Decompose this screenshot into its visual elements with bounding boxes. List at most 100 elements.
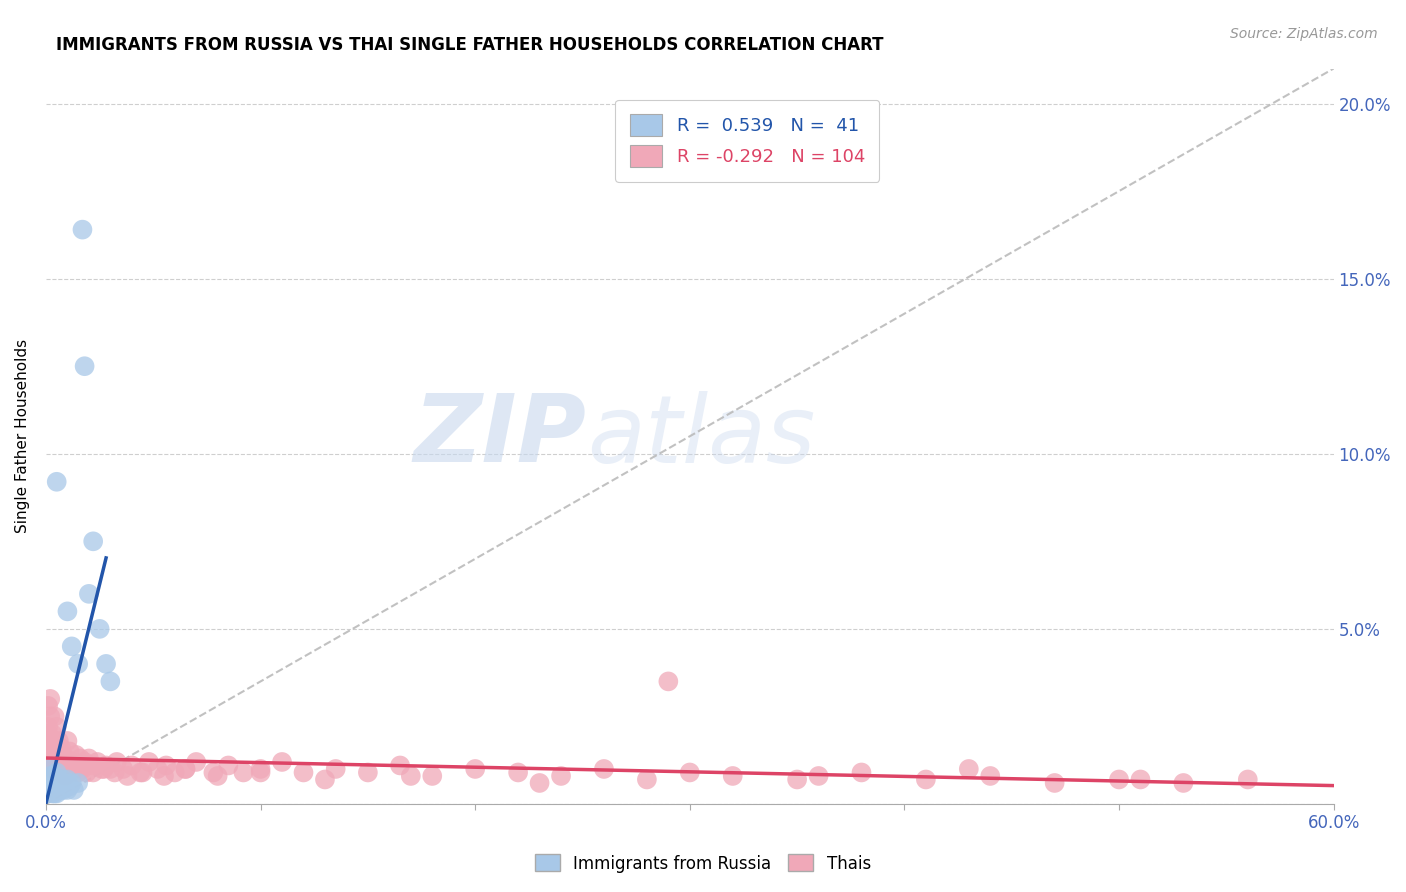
Point — [37, 727, 59, 741]
Point — [58, 780, 80, 794]
Point — [979, 769, 1001, 783]
Point — [44, 787, 66, 801]
Point — [73, 359, 96, 374]
Point — [37, 772, 59, 787]
Point — [73, 755, 96, 769]
Point — [39, 744, 62, 758]
Point — [174, 762, 197, 776]
Legend: R =  0.539   N =  41, R = -0.292   N = 104: R = 0.539 N = 41, R = -0.292 N = 104 — [616, 100, 879, 182]
Point — [37, 780, 59, 794]
Point — [41, 747, 63, 762]
Point — [67, 657, 90, 671]
Point — [105, 755, 128, 769]
Point — [82, 765, 104, 780]
Point — [112, 762, 135, 776]
Point — [56, 783, 79, 797]
Point — [60, 776, 83, 790]
Point — [146, 762, 169, 776]
Point — [207, 769, 229, 783]
Point — [56, 772, 79, 787]
Point — [48, 751, 70, 765]
Y-axis label: Single Father Households: Single Father Households — [15, 339, 30, 533]
Point — [1043, 776, 1066, 790]
Point — [45, 765, 67, 780]
Point — [60, 640, 83, 654]
Point — [82, 534, 104, 549]
Point — [56, 734, 79, 748]
Point — [44, 783, 66, 797]
Point — [37, 787, 59, 801]
Point — [39, 769, 62, 783]
Point — [593, 762, 616, 776]
Point — [53, 751, 76, 765]
Point — [73, 758, 96, 772]
Point — [48, 762, 70, 776]
Point — [915, 772, 938, 787]
Point — [129, 765, 152, 780]
Point — [49, 783, 72, 797]
Point — [48, 783, 70, 797]
Point — [44, 734, 66, 748]
Point — [292, 765, 315, 780]
Point — [93, 762, 115, 776]
Point — [52, 772, 75, 787]
Point — [69, 751, 91, 765]
Text: Source: ZipAtlas.com: Source: ZipAtlas.com — [1230, 27, 1378, 41]
Point — [52, 762, 75, 776]
Point — [399, 769, 422, 783]
Point — [52, 747, 75, 762]
Point — [48, 734, 70, 748]
Point — [63, 762, 86, 776]
Point — [49, 776, 72, 790]
Point — [44, 769, 66, 783]
Point — [37, 698, 59, 713]
Point — [657, 674, 679, 689]
Point — [98, 762, 121, 776]
Point — [389, 758, 412, 772]
Point — [60, 762, 83, 776]
Point — [721, 769, 744, 783]
Point — [72, 762, 94, 776]
Point — [72, 222, 94, 236]
Point — [77, 587, 100, 601]
Point — [37, 734, 59, 748]
Point — [65, 747, 87, 762]
Point — [1108, 772, 1130, 787]
Point — [464, 762, 486, 776]
Point — [52, 783, 75, 797]
Point — [90, 762, 112, 776]
Point — [679, 765, 702, 780]
Point — [807, 769, 830, 783]
Point — [153, 769, 176, 783]
Point — [67, 765, 90, 780]
Point — [45, 744, 67, 758]
Point — [67, 758, 90, 772]
Point — [53, 780, 76, 794]
Point — [39, 783, 62, 797]
Point — [44, 776, 66, 790]
Point — [232, 765, 254, 780]
Point — [44, 755, 66, 769]
Point — [550, 769, 572, 783]
Point — [117, 769, 139, 783]
Point — [217, 758, 239, 772]
Point — [957, 762, 980, 776]
Point — [271, 755, 294, 769]
Point — [41, 762, 63, 776]
Point — [45, 762, 67, 776]
Point — [1173, 776, 1195, 790]
Point — [138, 755, 160, 769]
Text: atlas: atlas — [586, 391, 815, 482]
Point — [186, 755, 208, 769]
Point — [39, 741, 62, 756]
Point — [45, 787, 67, 801]
Point — [41, 787, 63, 801]
Point — [41, 780, 63, 794]
Point — [45, 475, 67, 489]
Point — [56, 604, 79, 618]
Point — [786, 772, 808, 787]
Point — [94, 758, 117, 772]
Point — [325, 762, 347, 776]
Point — [48, 772, 70, 787]
Point — [86, 755, 108, 769]
